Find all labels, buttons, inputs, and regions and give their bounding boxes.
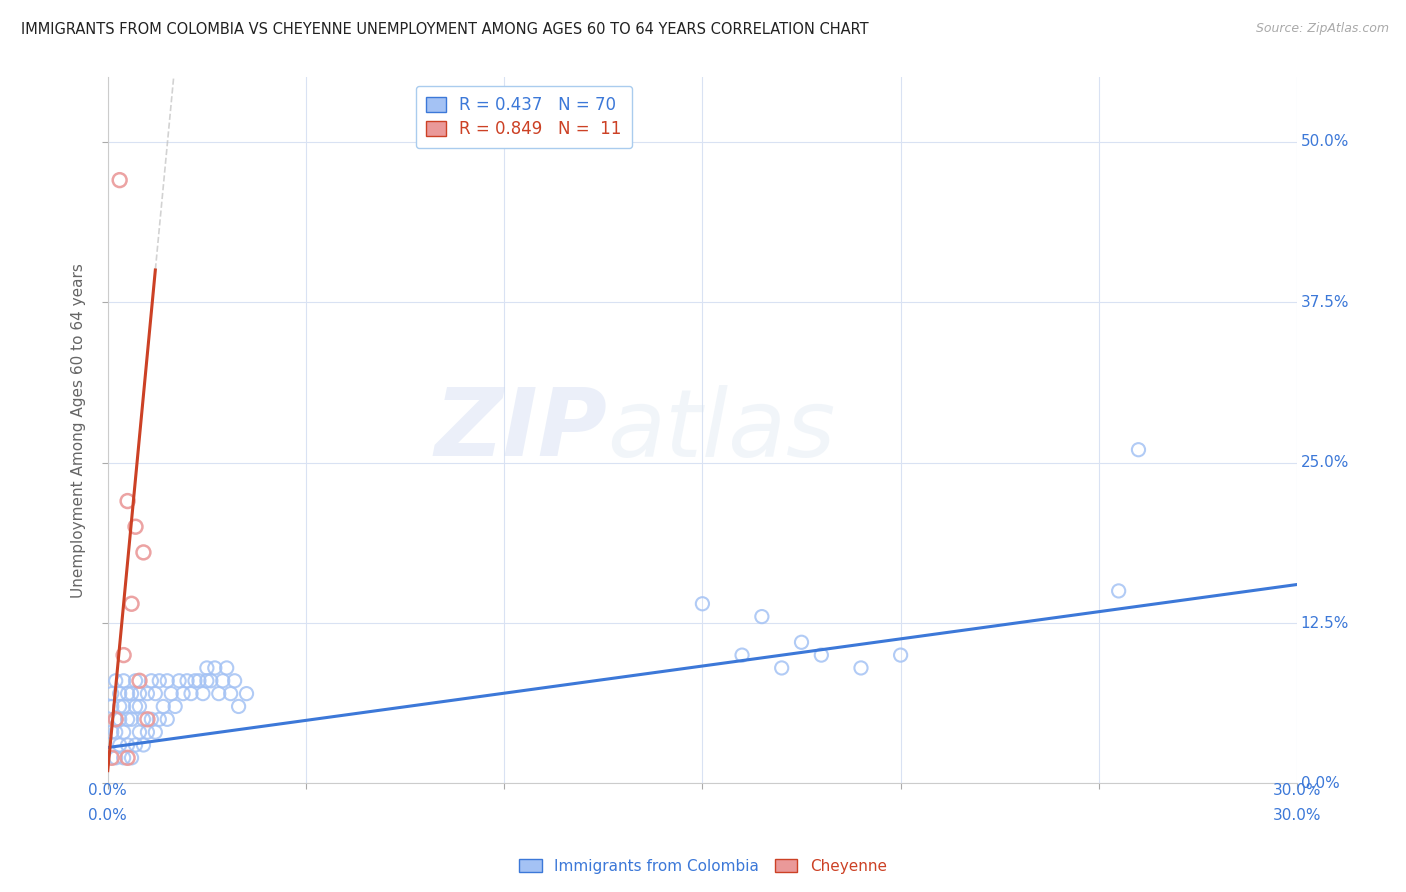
Point bbox=[692, 597, 714, 611]
Point bbox=[117, 738, 139, 752]
Point bbox=[128, 687, 150, 701]
Point bbox=[167, 673, 190, 688]
Point bbox=[890, 648, 912, 662]
Point bbox=[191, 687, 214, 701]
Text: 37.5%: 37.5% bbox=[1301, 294, 1350, 310]
Y-axis label: Unemployment Among Ages 60 to 64 years: Unemployment Among Ages 60 to 64 years bbox=[72, 263, 86, 598]
Point bbox=[224, 673, 246, 688]
Point bbox=[121, 687, 143, 701]
Point bbox=[100, 687, 122, 701]
Point bbox=[849, 661, 872, 675]
Point bbox=[200, 673, 222, 688]
Text: 0.0%: 0.0% bbox=[1301, 776, 1340, 791]
Point bbox=[184, 673, 207, 688]
Point bbox=[108, 687, 131, 701]
Point bbox=[143, 725, 166, 739]
Point bbox=[117, 494, 139, 508]
Point bbox=[117, 687, 139, 701]
Point bbox=[172, 687, 194, 701]
Text: 0.0%: 0.0% bbox=[89, 808, 127, 823]
Point bbox=[156, 712, 179, 726]
Point bbox=[187, 673, 209, 688]
Text: 0.0%: 0.0% bbox=[89, 783, 127, 798]
Point bbox=[132, 738, 155, 752]
Point bbox=[112, 648, 135, 662]
Point bbox=[104, 712, 127, 726]
Text: 30.0%: 30.0% bbox=[1272, 783, 1322, 798]
Point bbox=[204, 661, 226, 675]
Point bbox=[124, 520, 146, 534]
Point bbox=[128, 673, 150, 688]
Point bbox=[104, 673, 127, 688]
Point bbox=[215, 661, 238, 675]
Point bbox=[121, 597, 143, 611]
Point bbox=[176, 673, 198, 688]
Point bbox=[180, 687, 202, 701]
Point bbox=[219, 687, 242, 701]
Point bbox=[100, 725, 122, 739]
Point bbox=[235, 687, 257, 701]
Point bbox=[128, 725, 150, 739]
Point bbox=[810, 648, 832, 662]
Point bbox=[228, 699, 250, 714]
Point bbox=[121, 712, 143, 726]
Point bbox=[152, 699, 174, 714]
Point bbox=[132, 712, 155, 726]
Point bbox=[108, 712, 131, 726]
Point bbox=[124, 738, 146, 752]
Point bbox=[136, 725, 159, 739]
Text: 12.5%: 12.5% bbox=[1301, 615, 1348, 631]
Point bbox=[141, 712, 163, 726]
Point bbox=[112, 699, 135, 714]
Text: 50.0%: 50.0% bbox=[1301, 134, 1348, 149]
Point bbox=[136, 712, 159, 726]
Legend: R = 0.437   N = 70, R = 0.849   N =  11: R = 0.437 N = 70, R = 0.849 N = 11 bbox=[416, 86, 631, 148]
Point bbox=[117, 751, 139, 765]
Point bbox=[1128, 442, 1150, 457]
Point bbox=[104, 751, 127, 765]
Point bbox=[112, 751, 135, 765]
Point bbox=[100, 751, 122, 765]
Point bbox=[148, 712, 170, 726]
Point bbox=[211, 673, 233, 688]
Point bbox=[112, 673, 135, 688]
Point bbox=[124, 673, 146, 688]
Text: IMMIGRANTS FROM COLOMBIA VS CHEYENNE UNEMPLOYMENT AMONG AGES 60 TO 64 YEARS CORR: IMMIGRANTS FROM COLOMBIA VS CHEYENNE UNE… bbox=[21, 22, 869, 37]
Point bbox=[117, 712, 139, 726]
Text: Source: ZipAtlas.com: Source: ZipAtlas.com bbox=[1256, 22, 1389, 36]
Point bbox=[108, 173, 131, 187]
Point bbox=[208, 687, 231, 701]
Point bbox=[165, 699, 187, 714]
Point bbox=[132, 545, 155, 559]
Point bbox=[108, 738, 131, 752]
Point bbox=[112, 725, 135, 739]
Point bbox=[770, 661, 793, 675]
Point bbox=[156, 673, 179, 688]
Text: atlas: atlas bbox=[607, 385, 835, 476]
Text: 30.0%: 30.0% bbox=[1272, 808, 1322, 823]
Point bbox=[104, 712, 127, 726]
Text: 25.0%: 25.0% bbox=[1301, 455, 1348, 470]
Point bbox=[195, 673, 218, 688]
Point bbox=[195, 661, 218, 675]
Point bbox=[160, 687, 183, 701]
Point bbox=[790, 635, 813, 649]
Point bbox=[121, 751, 143, 765]
Point bbox=[104, 725, 127, 739]
Point bbox=[108, 699, 131, 714]
Text: ZIP: ZIP bbox=[434, 384, 607, 476]
Legend: Immigrants from Colombia, Cheyenne: Immigrants from Colombia, Cheyenne bbox=[513, 853, 893, 880]
Point bbox=[1108, 583, 1130, 598]
Point bbox=[124, 699, 146, 714]
Point bbox=[128, 699, 150, 714]
Point bbox=[731, 648, 754, 662]
Point bbox=[136, 687, 159, 701]
Point bbox=[143, 687, 166, 701]
Point bbox=[751, 609, 773, 624]
Point bbox=[100, 699, 122, 714]
Point bbox=[141, 673, 163, 688]
Point bbox=[148, 673, 170, 688]
